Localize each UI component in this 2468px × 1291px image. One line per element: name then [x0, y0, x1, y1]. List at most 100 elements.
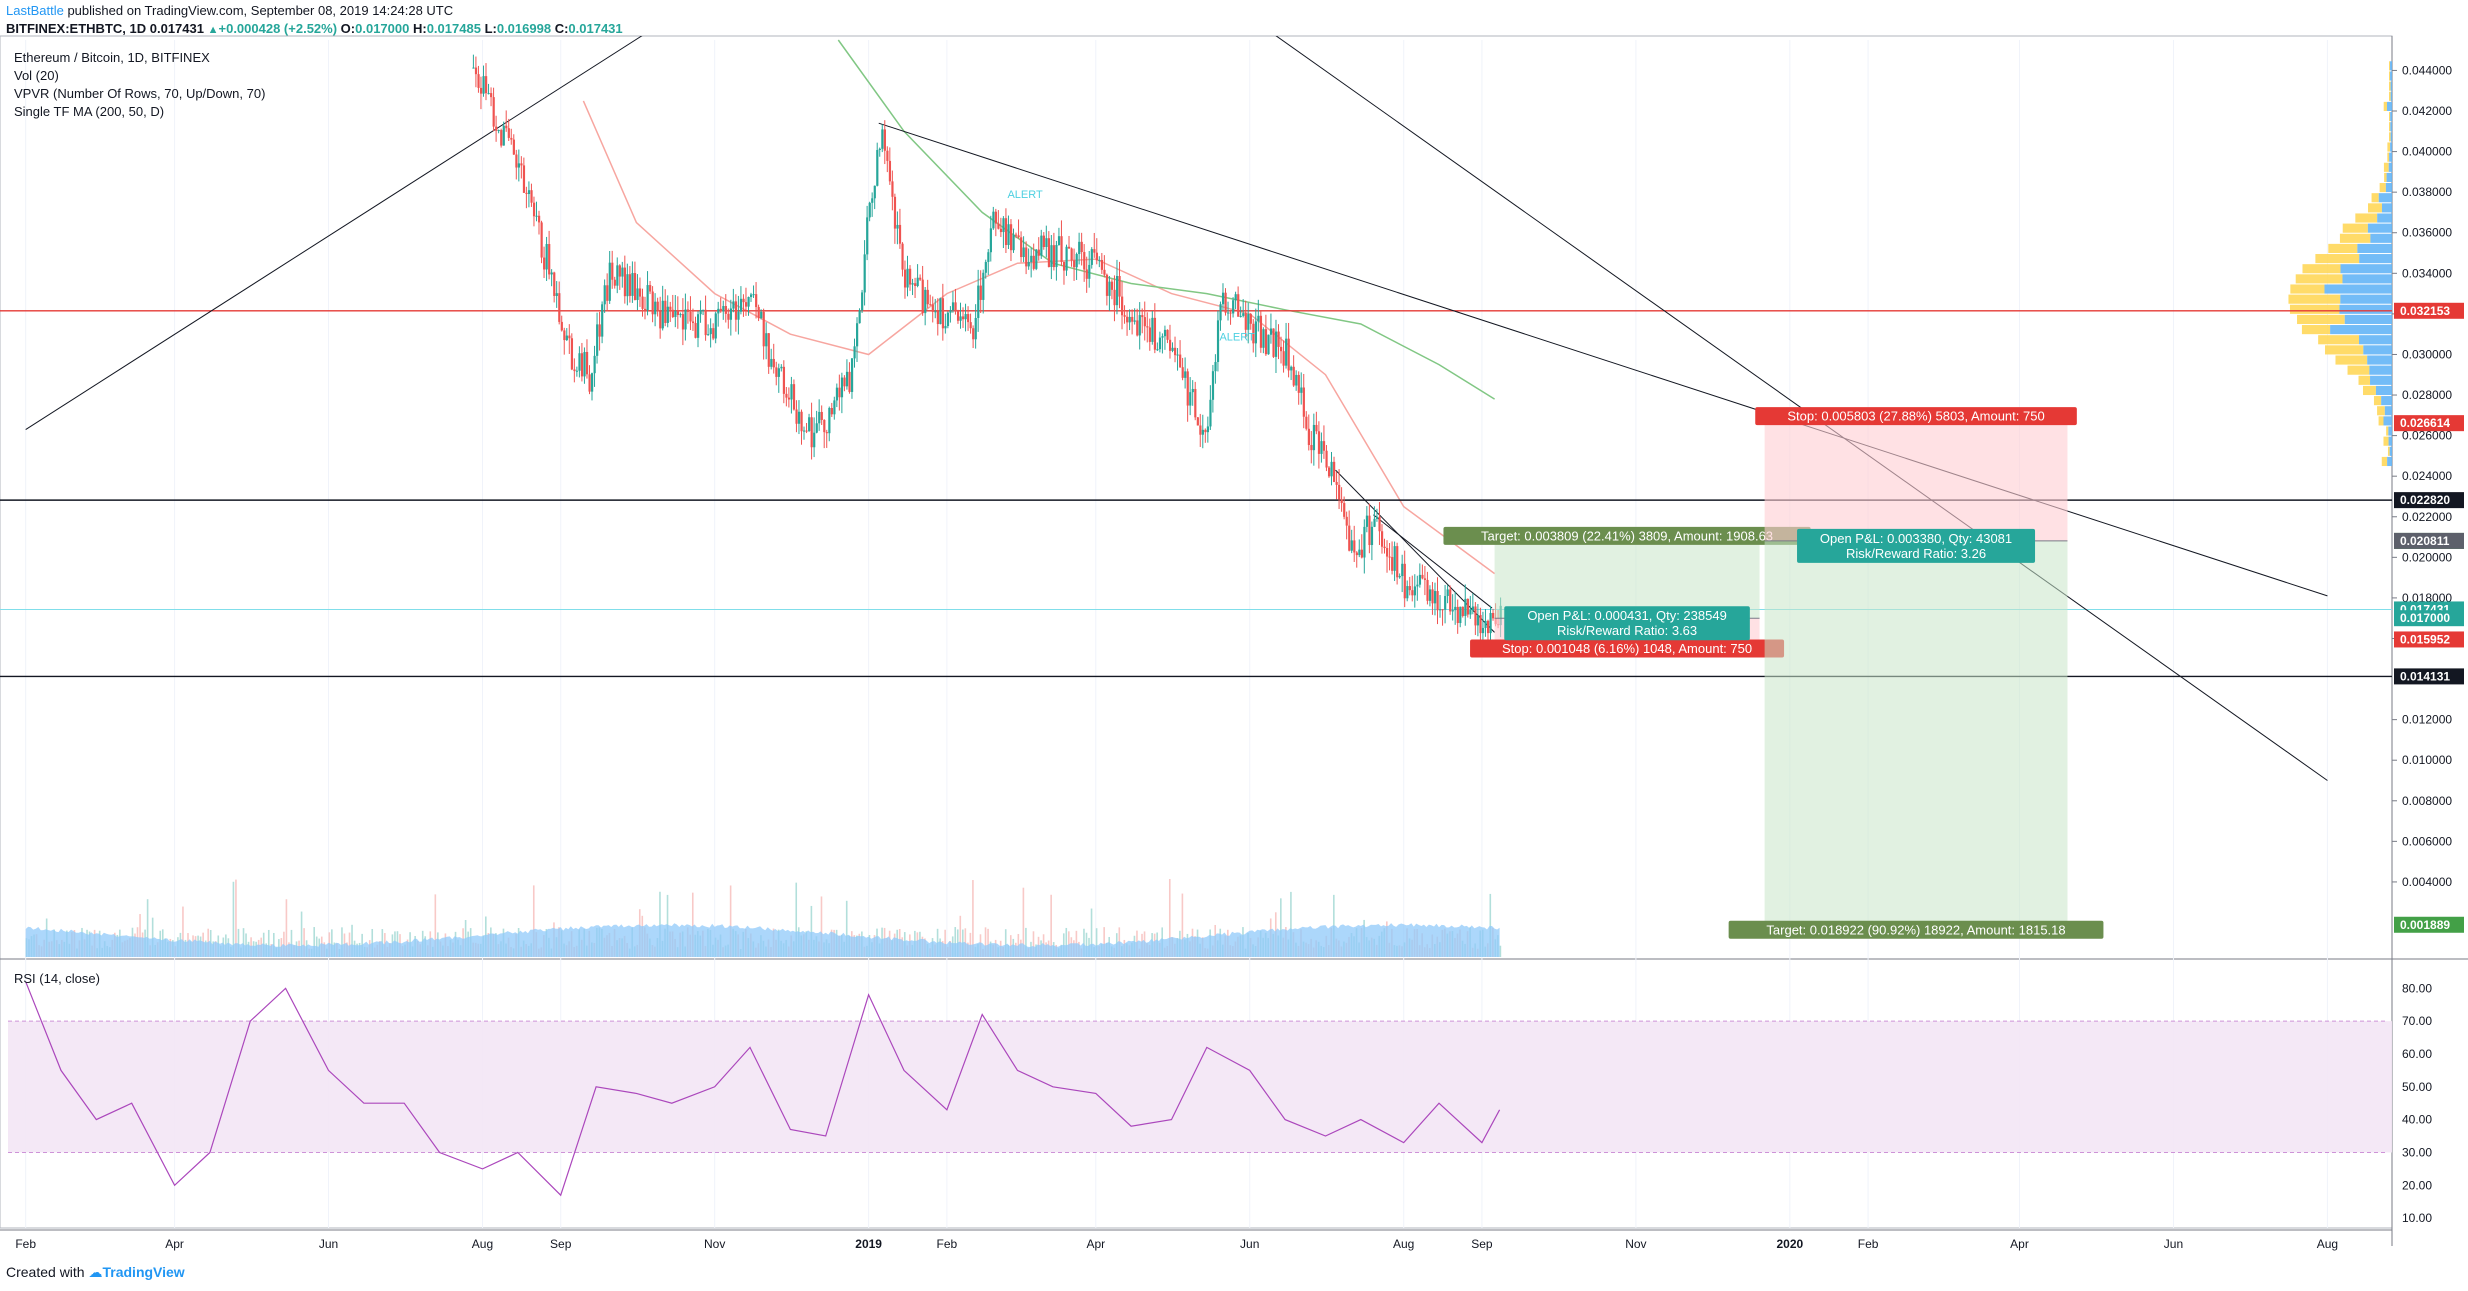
volume-bar — [1032, 931, 1035, 957]
candle-body — [1360, 549, 1363, 558]
candle-body — [898, 224, 902, 244]
volume-bar — [1290, 891, 1292, 957]
price-axis[interactable]: 0.044000 0.042000 0.040000 0.038000 0.036000… — [2392, 63, 2464, 1225]
last-price: 0.017431 — [149, 21, 204, 36]
candle-body — [502, 125, 505, 146]
candle-body — [1456, 606, 1459, 624]
candle-body — [613, 279, 616, 286]
candle-body — [626, 274, 629, 297]
high-value: 0.017485 — [426, 21, 481, 36]
price-tick-label: 0.006000 — [2402, 834, 2452, 848]
candle-body — [1333, 461, 1336, 482]
vpvr-bar — [2387, 456, 2392, 467]
candle-body — [568, 335, 571, 339]
candle-body — [1292, 366, 1295, 386]
volume-bar — [810, 905, 813, 957]
candle-body — [1110, 281, 1114, 290]
tradingview-brand[interactable]: TradingView — [102, 1264, 185, 1280]
volume-bar — [1168, 879, 1171, 957]
candle-body — [560, 321, 563, 331]
price-axis-badge — [2394, 668, 2464, 685]
candle-body — [810, 417, 813, 448]
candle-body — [1004, 218, 1008, 246]
candle-body — [1025, 247, 1028, 267]
vpvr-bar — [2383, 416, 2392, 426]
candle-body — [1444, 595, 1447, 610]
candle-body — [702, 309, 705, 311]
position-target-label-box — [1443, 526, 1811, 545]
time-axis[interactable]: Feb Apr Jun Aug Sep Nov 2019 Feb Apr Jun Aug Sep Nov… — [15, 1237, 2338, 1251]
candle-body — [535, 215, 538, 217]
legend-vpvr: VPVR (Number Of Rows, 70, Up/Down, 70) — [14, 86, 265, 101]
candle-body — [744, 302, 748, 307]
candle-body — [1052, 245, 1056, 268]
candle-body — [1340, 499, 1343, 504]
position-pnl-label: Open P&L: 0.003380, Qty: 43081 — [1820, 531, 2012, 546]
vpvr-bar — [2390, 71, 2392, 81]
position-stop-label: Stop: 0.005803 (27.88%) 5803, Amount: 75… — [1787, 409, 2044, 424]
vpvr-bar — [2383, 162, 2389, 172]
candle-body — [593, 355, 596, 374]
candle-body — [944, 326, 947, 329]
rsi-legend: RSI (14, close) — [14, 971, 100, 986]
candle-body — [1199, 425, 1202, 435]
time-tick-label: Nov — [704, 1237, 725, 1251]
vpvr-bar — [2381, 203, 2392, 213]
close-value: 0.017431 — [568, 21, 623, 36]
candle-body — [1123, 315, 1126, 317]
position-target-label: Target: 0.003809 (22.41%) 3809, Amount: … — [1481, 528, 1773, 543]
candle-body — [974, 317, 977, 340]
candle-body — [1020, 237, 1023, 258]
candle-body — [871, 198, 874, 203]
volume-bar — [944, 929, 946, 957]
candle-body — [1327, 467, 1331, 477]
candle-body — [1398, 576, 1401, 578]
candle-body — [1365, 515, 1369, 527]
candle-body — [1433, 591, 1437, 604]
position-profit-zone — [1764, 540, 2068, 925]
candle-body — [1179, 354, 1182, 368]
candle-body — [848, 371, 851, 392]
candle-body — [1466, 598, 1469, 615]
candle-body — [1421, 574, 1424, 579]
author-link[interactable]: LastBattle — [6, 3, 64, 18]
price-axis-badge — [2394, 631, 2464, 648]
candle-body — [924, 289, 927, 314]
publish-text: published on TradingView.com, September … — [67, 3, 454, 18]
candle-body — [772, 358, 775, 368]
vpvr-bar — [2357, 243, 2392, 254]
candle-body — [697, 314, 700, 338]
candle-body — [1401, 563, 1404, 577]
candle-body — [515, 154, 518, 168]
rsi-band — [8, 1021, 2392, 1153]
candle-body — [527, 190, 531, 195]
candle-body — [792, 384, 796, 410]
position-pnl-label: Open P&L: 0.000431, Qty: 238549 — [1527, 608, 1726, 623]
candle-body — [1095, 252, 1098, 261]
candle-body — [618, 265, 621, 277]
candle-body — [1214, 361, 1217, 372]
volume-bar — [1085, 932, 1088, 957]
volume-bar — [351, 924, 353, 957]
trendline — [1373, 514, 1493, 609]
candle-body — [1322, 441, 1326, 451]
candle-body — [636, 288, 639, 300]
price-tick-label: 0.034000 — [2402, 266, 2452, 280]
candle-body — [901, 243, 904, 270]
candle-body — [1166, 329, 1169, 340]
position-stop-label: Stop: 0.001048 (6.16%) 1048, Amount: 750 — [1502, 641, 1752, 656]
candle-body — [1375, 516, 1379, 519]
candle-body — [1492, 612, 1495, 619]
candle-body — [1343, 503, 1346, 517]
candle-body — [1146, 326, 1149, 328]
candle-body — [679, 314, 682, 316]
candle-body — [1330, 461, 1333, 477]
trendline — [25, 36, 643, 430]
price-axis-badge-label: 0.015952 — [2400, 632, 2450, 646]
candle-body — [644, 308, 647, 311]
candle-body — [755, 294, 758, 308]
legend: Ethereum / Bitcoin, 1D, BITFINEX Vol (20… — [14, 50, 265, 986]
candle-body — [757, 307, 760, 319]
candle-body — [805, 430, 808, 432]
